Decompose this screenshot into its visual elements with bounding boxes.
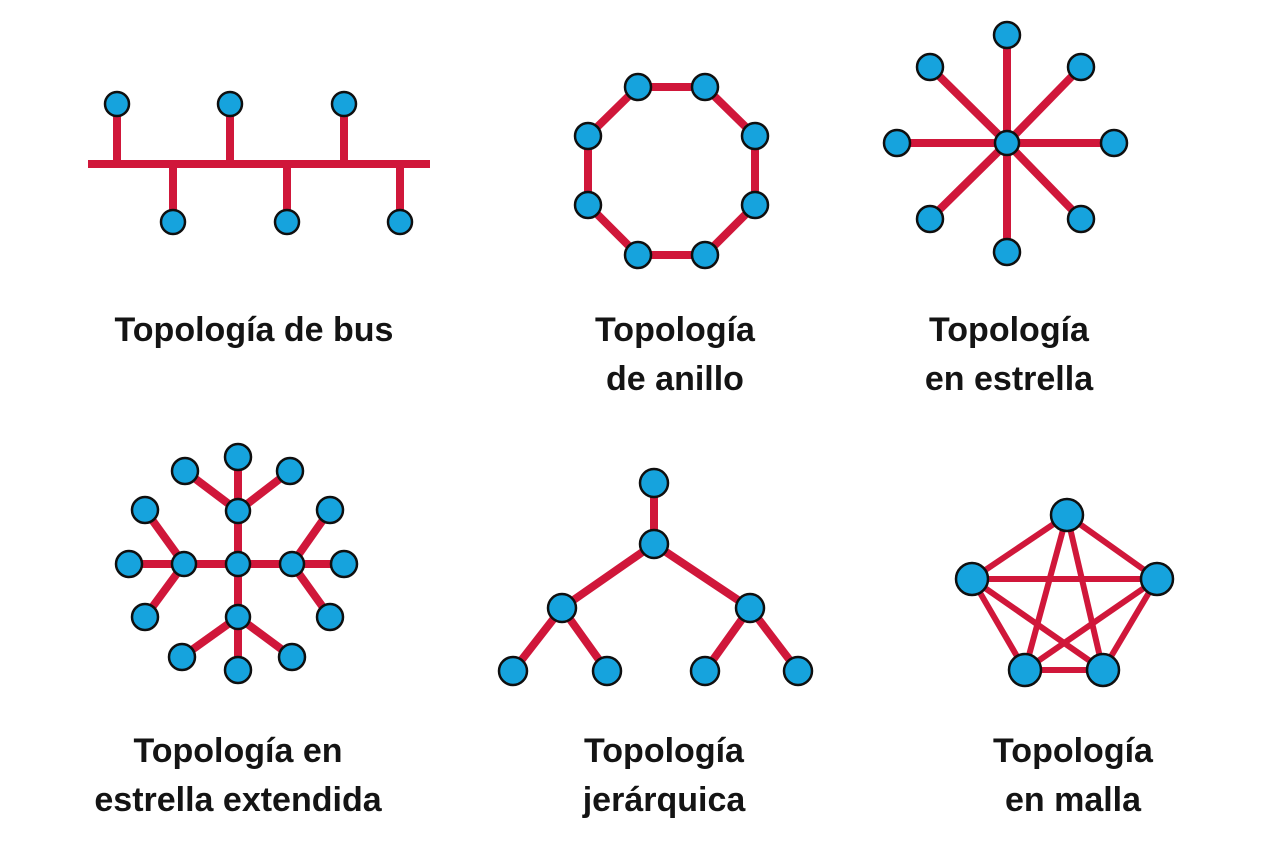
star-leaf-node: [992, 237, 1022, 267]
mesh-topology-graphic: [954, 497, 1175, 688]
mesh-node: [1139, 561, 1175, 597]
caption-line: de anillo: [606, 360, 744, 398]
ring-node: [690, 72, 720, 102]
mesh-link-line: [1022, 514, 1070, 671]
hierarchy-link-line: [651, 540, 753, 612]
ring-node: [623, 240, 653, 270]
extended-star-topology-caption: Topología en estrella extendida: [94, 727, 381, 825]
extended-star-leaf-node: [170, 456, 200, 486]
bus-node: [386, 208, 414, 236]
star-leaf-node: [882, 128, 912, 158]
star-leaf-node: [1066, 204, 1096, 234]
mesh-link-line: [970, 512, 1069, 582]
bus-node: [330, 90, 358, 118]
extended-star-leaf-node: [130, 495, 160, 525]
extended-star-center-node: [224, 550, 252, 578]
mesh-node: [1007, 652, 1043, 688]
hierarchy-root-node: [638, 467, 670, 499]
ring-node: [740, 121, 770, 151]
ring-node: [740, 190, 770, 220]
hierarchy-link-line: [559, 540, 657, 612]
hierarchy-node: [546, 592, 578, 624]
star-hub-node: [993, 129, 1021, 157]
hierarchy-node: [638, 528, 670, 560]
star-leaf-node: [1099, 128, 1129, 158]
extended-star-hub-node: [278, 550, 306, 578]
ring-node: [573, 190, 603, 220]
star-link-line: [927, 140, 1010, 222]
extended-star-leaf-node: [167, 642, 197, 672]
extended-star-leaf-node: [114, 549, 144, 579]
extended-star-leaf-node: [223, 655, 253, 685]
star-link-line: [927, 64, 1010, 146]
hierarchy-leaf-node: [689, 655, 721, 687]
ring-topology-caption: Topología de anillo: [595, 306, 755, 404]
extended-star-leaf-node: [130, 602, 160, 632]
extended-star-topology-graphic: [114, 442, 359, 685]
extended-star-leaf-node: [315, 602, 345, 632]
mesh-link-line: [970, 576, 1105, 673]
extended-star-leaf-node: [275, 456, 305, 486]
bus-node: [103, 90, 131, 118]
star-leaf-node: [1066, 52, 1096, 82]
hierarchy-node: [734, 592, 766, 624]
ring-node: [573, 121, 603, 151]
caption-line: estrella extendida: [94, 781, 382, 819]
bus-node: [216, 90, 244, 118]
star-leaf-node: [992, 20, 1022, 50]
extended-star-leaf-node: [315, 495, 345, 525]
mesh-link-line: [969, 577, 1028, 672]
caption-line: en malla: [1004, 781, 1142, 819]
star-leaf-node: [915, 52, 945, 82]
caption-line: Topología de bus: [114, 311, 394, 349]
mesh-link-line: [1064, 514, 1106, 671]
ring-node: [690, 240, 720, 270]
bus-topology-graphic: [88, 90, 430, 236]
bus-topology-caption: Topología de bus: [115, 306, 394, 355]
star-link-line: [1004, 140, 1084, 222]
mesh-node: [1085, 652, 1121, 688]
mesh-node: [954, 561, 990, 597]
star-topology-graphic: [882, 20, 1129, 267]
caption-line: Topología: [929, 311, 1089, 349]
hierarchical-topology-graphic: [497, 467, 814, 687]
extended-star-hub-node: [224, 603, 252, 631]
ring-topology-graphic: [573, 72, 770, 270]
star-topology-caption: Topología en estrella: [925, 306, 1093, 404]
hierarchy-leaf-node: [591, 655, 623, 687]
extended-star-hub-node: [224, 497, 252, 525]
extended-star-hub-node: [170, 550, 198, 578]
caption-line: Topología: [993, 732, 1153, 770]
mesh-node: [1049, 497, 1085, 533]
hierarchy-leaf-node: [497, 655, 529, 687]
extended-star-leaf-node: [277, 642, 307, 672]
mesh-link-line: [1023, 576, 1159, 673]
caption-line: jerárquica: [582, 781, 746, 819]
caption-line: Topología: [584, 732, 744, 770]
caption-line: Topología en: [133, 732, 343, 770]
caption-line: en estrella: [924, 360, 1094, 398]
bus-node: [159, 208, 187, 236]
mesh-topology-caption: Topología en malla: [993, 727, 1153, 825]
star-leaf-node: [915, 204, 945, 234]
ring-node: [623, 72, 653, 102]
bus-node: [273, 208, 301, 236]
extended-star-leaf-node: [223, 442, 253, 472]
mesh-link-line: [1065, 512, 1159, 582]
star-link-line: [1004, 64, 1084, 146]
mesh-link-line: [1100, 577, 1160, 672]
hierarchy-leaf-node: [782, 655, 814, 687]
hierarchical-topology-caption: Topología jerárquica: [583, 727, 746, 825]
extended-star-leaf-node: [329, 549, 359, 579]
caption-line: Topología: [595, 311, 755, 349]
